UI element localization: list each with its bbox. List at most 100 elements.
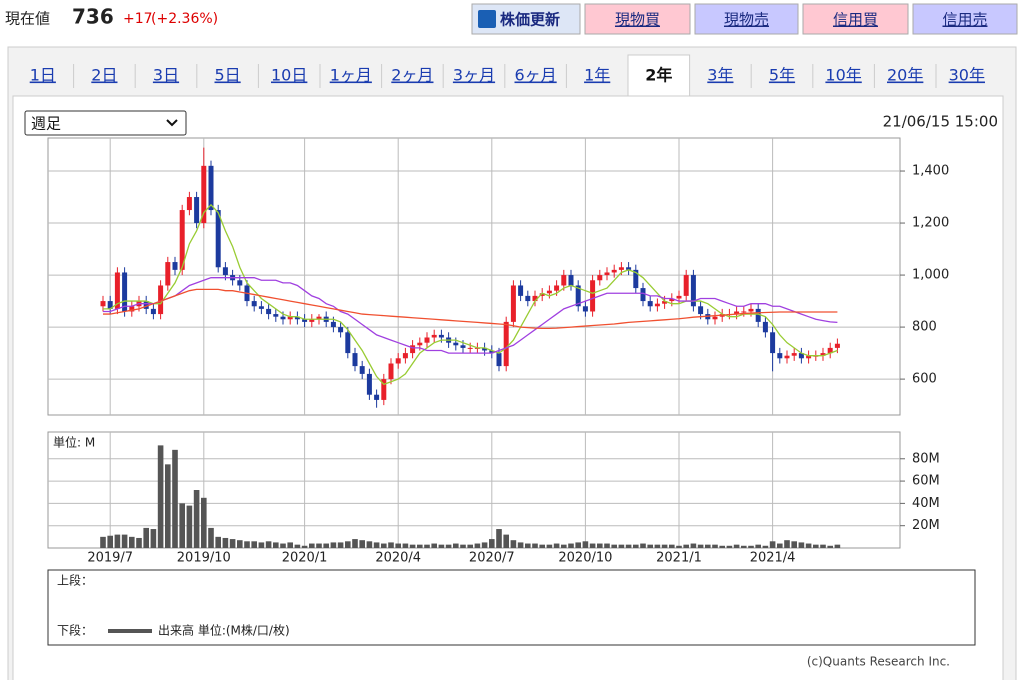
volume-bar (820, 544, 826, 548)
candle-body (431, 334, 437, 338)
volume-bar (676, 545, 682, 548)
x-tick-label: 2020/4 (375, 551, 421, 566)
change: +17 (123, 11, 153, 27)
candle-body (798, 353, 804, 359)
y-tick-label: 40M (912, 496, 940, 511)
volume-bar (798, 542, 805, 548)
candle-body (582, 306, 588, 312)
button[interactable] (802, 3, 909, 35)
x-tick-label: 2021/1 (656, 551, 702, 566)
volume-bar (467, 544, 473, 548)
volume-bar (625, 544, 632, 548)
volume-bar (719, 545, 725, 548)
candle-body (611, 269, 617, 273)
candle-body (690, 275, 696, 307)
tab[interactable]: 3ヶ月 (453, 66, 495, 85)
x-tick-label: 2019/10 (177, 551, 231, 566)
button[interactable] (584, 3, 691, 35)
volume-bar (633, 544, 639, 548)
volume-bar (445, 544, 452, 548)
tab[interactable]: 30年 (949, 66, 985, 85)
tab[interactable]: 2日 (91, 66, 117, 85)
button-label: 信用買 (833, 11, 878, 29)
candle-body (266, 308, 272, 315)
tab[interactable]: 3日 (153, 66, 179, 85)
volume-bar (143, 527, 149, 548)
tab[interactable]: 5年 (769, 66, 795, 85)
candle-body (633, 269, 639, 289)
volume-bar (201, 497, 207, 548)
tab[interactable]: 10日 (271, 66, 307, 85)
candle-body (503, 321, 509, 367)
volume-bar (172, 449, 178, 548)
candle-body (777, 353, 783, 359)
candle-body (597, 275, 603, 281)
volume-bar (589, 543, 596, 548)
tab[interactable]: 5日 (215, 66, 241, 85)
candle-body (330, 321, 336, 328)
volume-bar (136, 537, 142, 548)
refresh-icon (478, 10, 496, 28)
volume-bar (568, 543, 574, 548)
candle-body (114, 272, 120, 309)
candle-body (590, 280, 596, 312)
ma-line (103, 277, 838, 354)
button-bar: 株価更新 現物買 現物売 信用買 信用売 (471, 3, 1018, 35)
tab[interactable]: 1日 (30, 66, 56, 85)
candle-body (834, 343, 840, 348)
tab[interactable]: 2ヶ月 (391, 66, 433, 85)
legend-box (47, 569, 976, 646)
candle-body (381, 379, 387, 400)
candle-body (129, 306, 135, 312)
candle-body (640, 288, 646, 302)
volume-bar (121, 534, 128, 548)
volume-bar (453, 543, 459, 548)
candle-body (287, 316, 293, 320)
volume-bar (553, 543, 560, 548)
ma-line (103, 288, 838, 330)
period-select[interactable] (24, 110, 187, 136)
candle-body (748, 308, 754, 312)
volume-bar (179, 503, 185, 548)
volume-bar (287, 542, 293, 548)
volume-bar (640, 543, 646, 548)
volume-bar (309, 543, 315, 548)
copyright: (c)Quants Research Inc. (807, 655, 950, 669)
volume-bar (510, 540, 517, 548)
tab[interactable]: 6ヶ月 (515, 66, 557, 85)
volume-bar (791, 541, 797, 548)
tab[interactable]: 1ヶ月 (330, 66, 372, 85)
candle-body (554, 285, 560, 291)
volume-bar (366, 541, 373, 548)
tab[interactable]: 3年 (707, 66, 733, 85)
candle-body (676, 295, 682, 299)
volume-bar (575, 542, 581, 548)
plot-layer: 1,400 1,200 1,000 800 600 80M 60M 40M 20M 2019/7 2… (48, 138, 949, 588)
candle-body (784, 355, 790, 359)
volume-bar (373, 542, 380, 548)
candle-body (712, 316, 718, 320)
tab[interactable]: 1年 (584, 66, 610, 85)
candle-body (770, 332, 776, 354)
volume-bar (165, 464, 171, 548)
volume-bar (546, 544, 553, 548)
candle-body (626, 267, 632, 270)
y-tick-label: 600 (912, 372, 937, 387)
candle-body (359, 366, 365, 374)
candle-body (410, 345, 416, 354)
volume-bar (726, 545, 733, 548)
volume-bar (265, 541, 272, 548)
candle-body (453, 342, 459, 346)
candle-body (237, 280, 243, 286)
volume-bar (532, 543, 538, 548)
y-tick-label: 80M (912, 451, 940, 466)
button[interactable] (694, 3, 799, 35)
tab[interactable]: 20年 (887, 66, 923, 85)
tab[interactable]: 10年 (825, 66, 861, 85)
volume-bar (539, 544, 545, 548)
volume-bar (769, 541, 776, 548)
volume-bar (762, 545, 769, 548)
button[interactable] (912, 3, 1018, 35)
y-tick-label: 800 (912, 320, 937, 335)
candle-body (395, 358, 401, 364)
